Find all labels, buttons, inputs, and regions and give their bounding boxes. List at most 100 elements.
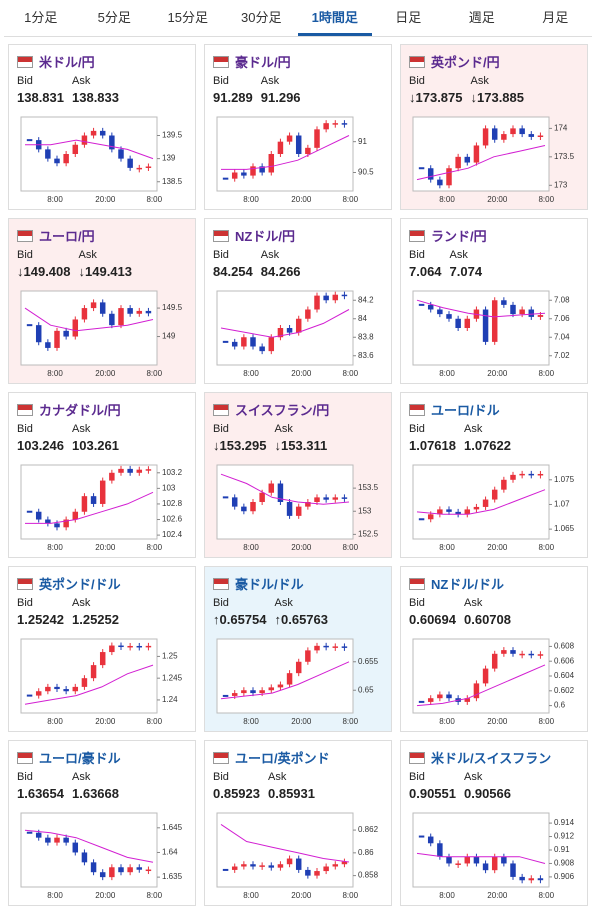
quote: Bid 84.254 Ask 84.266 <box>213 249 301 279</box>
flag-icon <box>409 55 425 68</box>
x-tick-label: 8:00 <box>439 717 455 726</box>
rate-card[interactable]: 英ポンド/円 Bid ↓173.875 Ask ↓173.885 174 173.5 173 8… <box>400 44 588 210</box>
y-tick-label: 1.24 <box>162 695 178 704</box>
chart-area <box>216 116 354 192</box>
candle <box>305 650 311 662</box>
candle <box>341 861 348 865</box>
bid-label: Bid <box>213 423 229 435</box>
candle <box>268 154 275 173</box>
pair-name: 豪ドル/円 <box>235 55 291 70</box>
rate-card[interactable]: NZドル/ドル Bid 0.60694 Ask 0.60708 0.608 0.606 0.6… <box>400 566 588 732</box>
moving-average <box>220 823 350 863</box>
chart-area <box>216 464 354 540</box>
y-tick-label: 7.06 <box>554 314 570 323</box>
y-tick-label: 0.858 <box>358 871 379 880</box>
pair-header: 米ドル/円 <box>17 52 95 71</box>
candle <box>145 645 152 648</box>
rate-card[interactable]: NZドル/円 Bid 84.254 Ask 84.266 84.2 84 83.8 83.6 8:… <box>204 218 392 384</box>
rate-card[interactable]: ユーロ/豪ドル Bid 1.63654 Ask 1.63668 1.645 1.64 1.63… <box>8 740 196 906</box>
bid-col: Bid 1.25242 <box>17 597 64 627</box>
quote: Bid 0.90551 Ask 0.90566 <box>409 771 511 801</box>
y-tick-label: 1.065 <box>554 524 575 533</box>
candle <box>341 646 348 648</box>
candle <box>314 129 320 148</box>
candle <box>418 167 425 170</box>
rate-card[interactable]: 米ドル/円 Bid 138.831 Ask 138.833 139.5 139 138.5 8:… <box>8 44 196 210</box>
candle <box>473 683 480 699</box>
candle <box>314 497 320 502</box>
ask-value: 0.85931 <box>268 786 315 801</box>
candle <box>332 294 339 301</box>
rate-card[interactable]: ユーロ/ドル Bid 1.07618 Ask 1.07622 1.075 1.07 1.065… <box>400 392 588 558</box>
y-tick-label: 0.606 <box>554 656 575 665</box>
candle <box>241 864 247 867</box>
rate-card[interactable]: 英ポンド/ドル Bid 1.25242 Ask 1.25252 1.25 1.245 1.24… <box>8 566 196 732</box>
pair-name: 米ドル/円 <box>39 55 95 70</box>
rate-card[interactable]: ランド/円 Bid 7.064 Ask 7.074 7.08 7.06 7.04 7.02 8:0… <box>400 218 588 384</box>
candle <box>482 309 489 342</box>
candle <box>54 837 60 843</box>
rate-card[interactable]: ユーロ/英ポンド Bid 0.85923 Ask 0.85931 0.862 0.86 0.8… <box>204 740 392 906</box>
tab[interactable]: 1分足 <box>24 10 58 25</box>
pair-name: 米ドル/スイスフラン <box>431 751 552 766</box>
bid-col: Bid 84.254 <box>213 249 253 279</box>
rate-card[interactable]: ユーロ/円 Bid ↓149.408 Ask ↓149.413 149.5 149 8:00 2… <box>8 218 196 384</box>
x-tick-label: 8:00 <box>243 369 259 378</box>
candle <box>491 856 498 871</box>
candle <box>63 330 69 337</box>
moving-average <box>220 473 350 505</box>
chart-area <box>216 638 354 714</box>
candle <box>268 483 275 493</box>
candle <box>241 506 247 512</box>
rate-card[interactable]: スイスフラン/円 Bid ↓153.295 Ask ↓153.311 153.5 153 15… <box>204 392 392 558</box>
x-tick-label: 8:00 <box>538 891 554 900</box>
rate-card[interactable]: 豪ドル/ドル Bid ↑0.65754 Ask ↑0.65763 0.655 0.65 8:0… <box>204 566 392 732</box>
candle <box>63 837 69 843</box>
x-tick-label: 8:00 <box>342 891 358 900</box>
candle <box>35 691 42 696</box>
rate-card[interactable]: 豪ドル/円 Bid 91.289 Ask 91.296 91 90.5 8:00 20:00 8:… <box>204 44 392 210</box>
candle <box>528 309 535 317</box>
x-tick-label: 8:00 <box>243 195 259 204</box>
tab[interactable]: 15分足 <box>167 10 208 25</box>
bid-label: Bid <box>17 249 33 261</box>
rate-card[interactable]: カナダドル/円 Bid 103.246 Ask 103.261 103.2 103 102.8… <box>8 392 196 558</box>
candle <box>136 645 143 648</box>
tab[interactable]: 1時間足 <box>298 0 372 36</box>
x-tick-label: 8:00 <box>243 891 259 900</box>
ask-col: Ask 91.296 <box>261 75 301 105</box>
candle <box>45 519 51 524</box>
mini-chart: 1.25 1.245 1.24 8:00 20:00 8:00 <box>20 638 183 726</box>
bid-col: Bid ↓149.408 <box>17 249 71 279</box>
bid-label: Bid <box>17 75 33 87</box>
tab[interactable]: 日足 <box>395 10 422 25</box>
y-tick-label: 1.245 <box>162 673 183 682</box>
mini-chart: 0.914 0.912 0.91 0.908 0.906 8:00 20:00 8:00 <box>412 812 575 900</box>
quote: Bid 1.63654 Ask 1.63668 <box>17 771 119 801</box>
tab[interactable]: 月足 <box>542 10 569 25</box>
candle <box>277 684 284 688</box>
candle <box>473 506 480 510</box>
tab[interactable]: 週足 <box>468 10 495 25</box>
tab[interactable]: 5分足 <box>97 10 131 25</box>
ask-label: Ask <box>72 597 91 609</box>
candle <box>464 856 471 864</box>
candle <box>305 309 311 319</box>
tab[interactable]: 30分足 <box>241 10 282 25</box>
candle <box>482 128 489 146</box>
pair-header: ユーロ/英ポンド <box>213 748 330 767</box>
candle <box>427 304 434 310</box>
x-tick-label: 8:00 <box>47 717 63 726</box>
quote: Bid ↓153.295 Ask ↓153.311 <box>213 423 327 453</box>
candle <box>418 835 425 838</box>
quote: Bid 1.25242 Ask 1.25252 <box>17 597 119 627</box>
pair-header: NZドル/ドル <box>409 574 504 593</box>
candle <box>537 315 544 317</box>
candle <box>341 497 348 499</box>
rate-card[interactable]: 米ドル/スイスフラン Bid 0.90551 Ask 0.90566 0.914 0.912… <box>400 740 588 906</box>
y-tick-label: 1.64 <box>162 848 178 857</box>
pair-name: NZドル/円 <box>235 229 295 244</box>
x-tick-label: 8:00 <box>146 195 162 204</box>
bid-value: 7.064 <box>409 264 442 279</box>
